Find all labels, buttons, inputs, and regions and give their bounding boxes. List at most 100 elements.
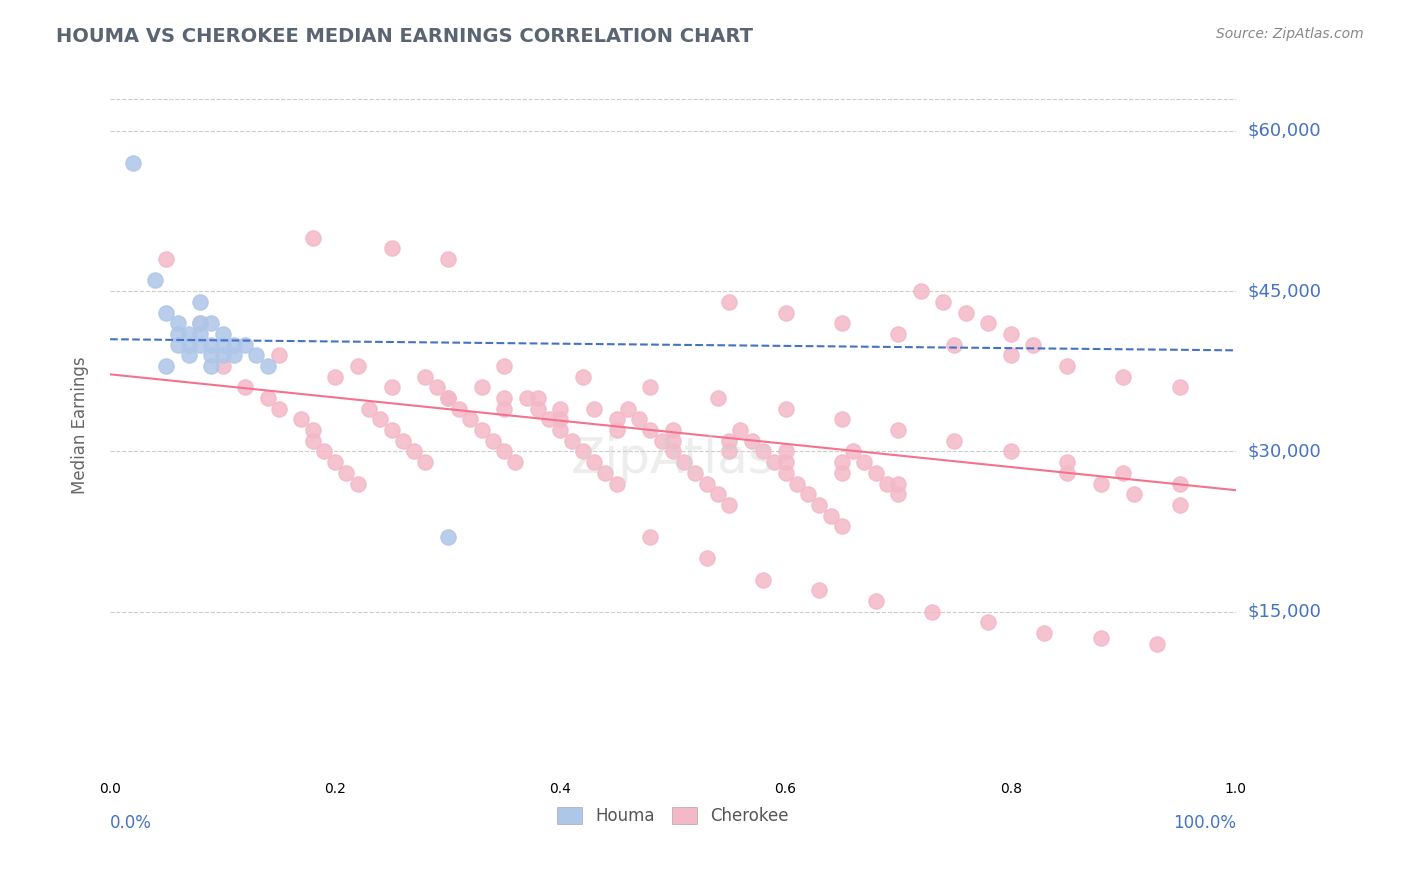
Point	[538, 412, 561, 426]
Point	[267, 348, 290, 362]
Point	[1022, 337, 1045, 351]
Point	[380, 241, 402, 255]
Point	[200, 348, 222, 362]
Point	[786, 476, 808, 491]
Point	[425, 380, 447, 394]
Point	[527, 401, 550, 416]
Text: $45,000: $45,000	[1247, 282, 1322, 301]
Point	[1123, 487, 1146, 501]
Point	[752, 573, 775, 587]
Point	[685, 466, 707, 480]
Point	[155, 252, 177, 266]
Point	[155, 359, 177, 373]
Point	[222, 348, 245, 362]
Point	[943, 337, 966, 351]
Point	[887, 487, 910, 501]
Point	[166, 337, 188, 351]
Point	[775, 305, 797, 319]
Point	[651, 434, 673, 448]
Point	[312, 444, 335, 458]
Point	[166, 316, 188, 330]
Point	[853, 455, 876, 469]
Point	[188, 316, 211, 330]
Point	[494, 391, 516, 405]
Point	[561, 434, 583, 448]
Point	[1033, 626, 1056, 640]
Point	[1168, 498, 1191, 512]
Point	[494, 401, 516, 416]
Point	[696, 476, 718, 491]
Point	[527, 391, 550, 405]
Point	[1000, 326, 1022, 341]
Point	[775, 444, 797, 458]
Point	[955, 305, 977, 319]
Point	[820, 508, 842, 523]
Point	[831, 455, 853, 469]
Point	[413, 369, 436, 384]
Point	[1168, 476, 1191, 491]
Point	[775, 466, 797, 480]
Point	[640, 380, 662, 394]
Point	[595, 466, 617, 480]
Point	[572, 369, 595, 384]
Point	[516, 391, 538, 405]
Point	[458, 412, 481, 426]
Point	[346, 359, 368, 373]
Point	[494, 359, 516, 373]
Point	[718, 434, 741, 448]
Point	[1090, 632, 1112, 646]
Point	[200, 359, 222, 373]
Point	[640, 530, 662, 544]
Point	[640, 423, 662, 437]
Point	[606, 476, 628, 491]
Point	[200, 316, 222, 330]
Point	[233, 380, 256, 394]
Point	[211, 337, 233, 351]
Point	[1168, 380, 1191, 394]
Text: 100.0%: 100.0%	[1173, 814, 1236, 831]
Point	[380, 423, 402, 437]
Point	[887, 476, 910, 491]
Point	[436, 391, 458, 405]
Point	[1112, 369, 1135, 384]
Text: HOUMA VS CHEROKEE MEDIAN EARNINGS CORRELATION CHART: HOUMA VS CHEROKEE MEDIAN EARNINGS CORREL…	[56, 27, 754, 45]
Point	[763, 455, 786, 469]
Point	[696, 551, 718, 566]
Point	[256, 391, 278, 405]
Point	[413, 455, 436, 469]
Point	[673, 455, 696, 469]
Point	[831, 412, 853, 426]
Point	[550, 423, 572, 437]
Point	[887, 423, 910, 437]
Point	[1112, 466, 1135, 480]
Point	[617, 401, 640, 416]
Point	[1146, 637, 1168, 651]
Point	[177, 337, 200, 351]
Point	[290, 412, 312, 426]
Point	[943, 434, 966, 448]
Point	[211, 359, 233, 373]
Text: $60,000: $60,000	[1247, 122, 1320, 140]
Text: 0.0%: 0.0%	[110, 814, 152, 831]
Point	[977, 316, 1000, 330]
Point	[436, 252, 458, 266]
Point	[482, 434, 505, 448]
Point	[256, 359, 278, 373]
Point	[932, 294, 955, 309]
Point	[808, 583, 831, 598]
Point	[550, 412, 572, 426]
Text: ZipAtlas: ZipAtlas	[571, 435, 775, 483]
Point	[921, 605, 943, 619]
Point	[380, 380, 402, 394]
Point	[718, 498, 741, 512]
Point	[662, 434, 685, 448]
Point	[245, 348, 267, 362]
Point	[606, 423, 628, 437]
Point	[606, 412, 628, 426]
Point	[188, 316, 211, 330]
Text: $15,000: $15,000	[1247, 603, 1320, 621]
Point	[335, 466, 357, 480]
Point	[323, 369, 346, 384]
Point	[222, 337, 245, 351]
Point	[436, 391, 458, 405]
